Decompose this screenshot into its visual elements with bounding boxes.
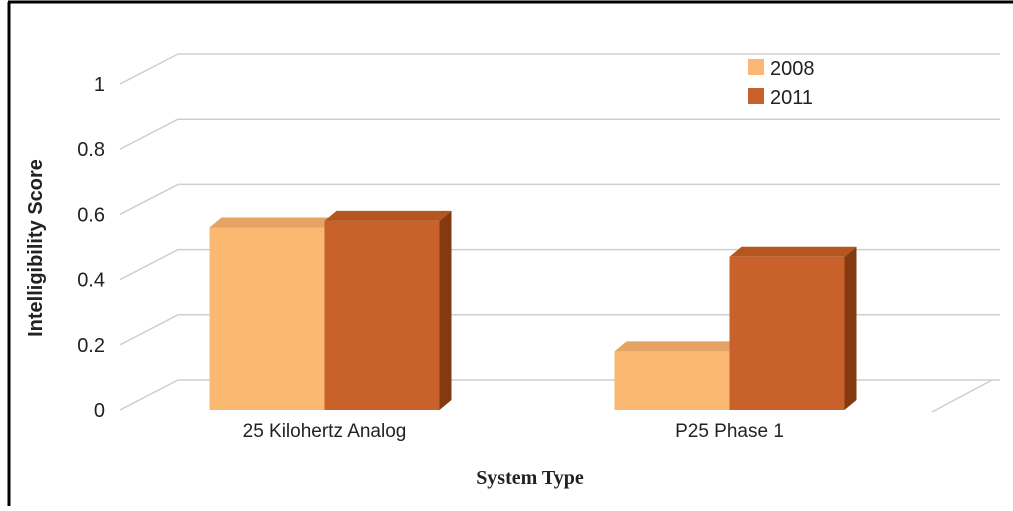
x-category-label: P25 Phase 1	[675, 421, 784, 442]
legend-swatch-2008	[748, 59, 764, 75]
bar-side-2011-0	[439, 210, 452, 410]
x-category-label: 25 Kilohertz Analog	[243, 421, 407, 442]
y-tick-label: 0	[94, 400, 105, 422]
floor-edge	[931, 379, 993, 413]
legend: 2008 2011	[748, 58, 815, 109]
grid-diagonal-4	[119, 118, 179, 150]
y-tick-label: 0.8	[77, 139, 105, 161]
y-tick-label: 1	[94, 74, 105, 96]
y-tick-label: 0.2	[77, 335, 105, 357]
legend-swatch-2011	[748, 88, 764, 104]
legend-label-2008: 2008	[770, 58, 815, 80]
bar-top-2011-1	[729, 246, 857, 257]
grid-diagonal-2	[119, 248, 179, 281]
y-tick-labels: 0 0.2 0.4 0.6 0.8 1	[77, 74, 105, 422]
y-axis-title: Intelligibility Score	[25, 159, 47, 337]
bar-2008-1	[614, 351, 730, 410]
bars-layer	[209, 210, 857, 410]
grid-diagonal-3	[119, 183, 179, 216]
x-axis-title: System Type	[476, 467, 584, 489]
bar-side-2011-1	[844, 246, 857, 410]
x-category-labels: 25 Kilohertz Analog P25 Phase 1	[243, 421, 784, 442]
grid-diagonal-0	[119, 379, 179, 411]
y-tick-label: 0.6	[77, 204, 105, 226]
bar-top-2008-1	[614, 341, 742, 352]
legend-label-2011: 2011	[770, 87, 813, 109]
grid-diagonal-1	[119, 314, 179, 346]
bar-top-2008-0	[209, 217, 337, 228]
bar-2011-0	[324, 220, 440, 410]
bar-top-2011-0	[324, 210, 452, 221]
y-tick-label: 0.4	[77, 270, 105, 292]
bar-2011-1	[729, 256, 845, 410]
grid-diagonal-5	[119, 53, 179, 85]
bar-2008-0	[209, 227, 325, 410]
